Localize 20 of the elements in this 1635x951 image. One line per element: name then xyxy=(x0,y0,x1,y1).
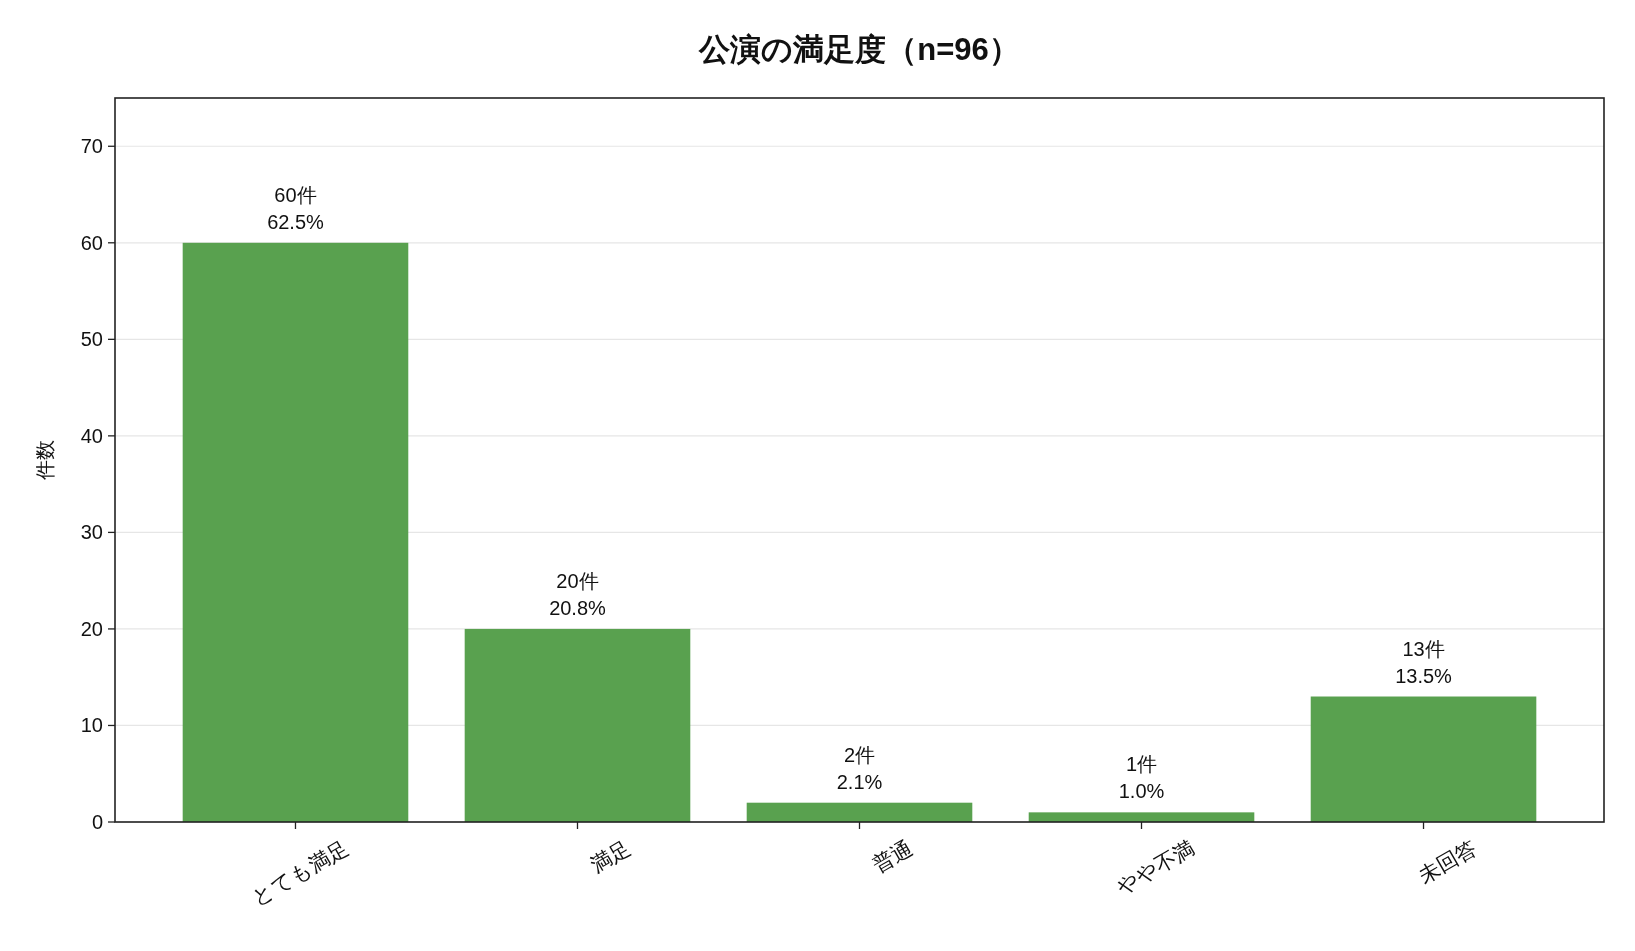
y-tick-label: 60 xyxy=(80,231,103,254)
y-tick-label: 20 xyxy=(80,617,103,640)
y-tick-label: 10 xyxy=(80,714,103,737)
x-tick-label: やや不満 xyxy=(1112,835,1199,899)
data-label: 20件 20.8% xyxy=(549,569,607,619)
y-tick-label: 30 xyxy=(80,521,103,544)
data-label: 2件 2.1% xyxy=(836,743,883,793)
data-label: 13件 13.5% xyxy=(1395,637,1453,687)
x-tick-label: 普通 xyxy=(868,835,917,877)
x-tick-label: 未回答 xyxy=(1414,835,1481,887)
y-tick-label: 0 xyxy=(91,811,103,833)
chart-title: 公演の満足度（n=96） xyxy=(698,32,1020,67)
y-tick-label: 70 xyxy=(80,135,103,158)
x-tick-label: とても満足 xyxy=(247,835,353,910)
y-tick-label: 50 xyxy=(80,328,103,351)
y-axis-title: 件数 xyxy=(34,440,56,480)
y-tick-label: 40 xyxy=(80,424,103,447)
x-tick-label: 満足 xyxy=(586,835,635,877)
data-label: 60件 62.5% xyxy=(267,183,325,233)
data-label: 1件 1.0% xyxy=(1118,753,1165,803)
